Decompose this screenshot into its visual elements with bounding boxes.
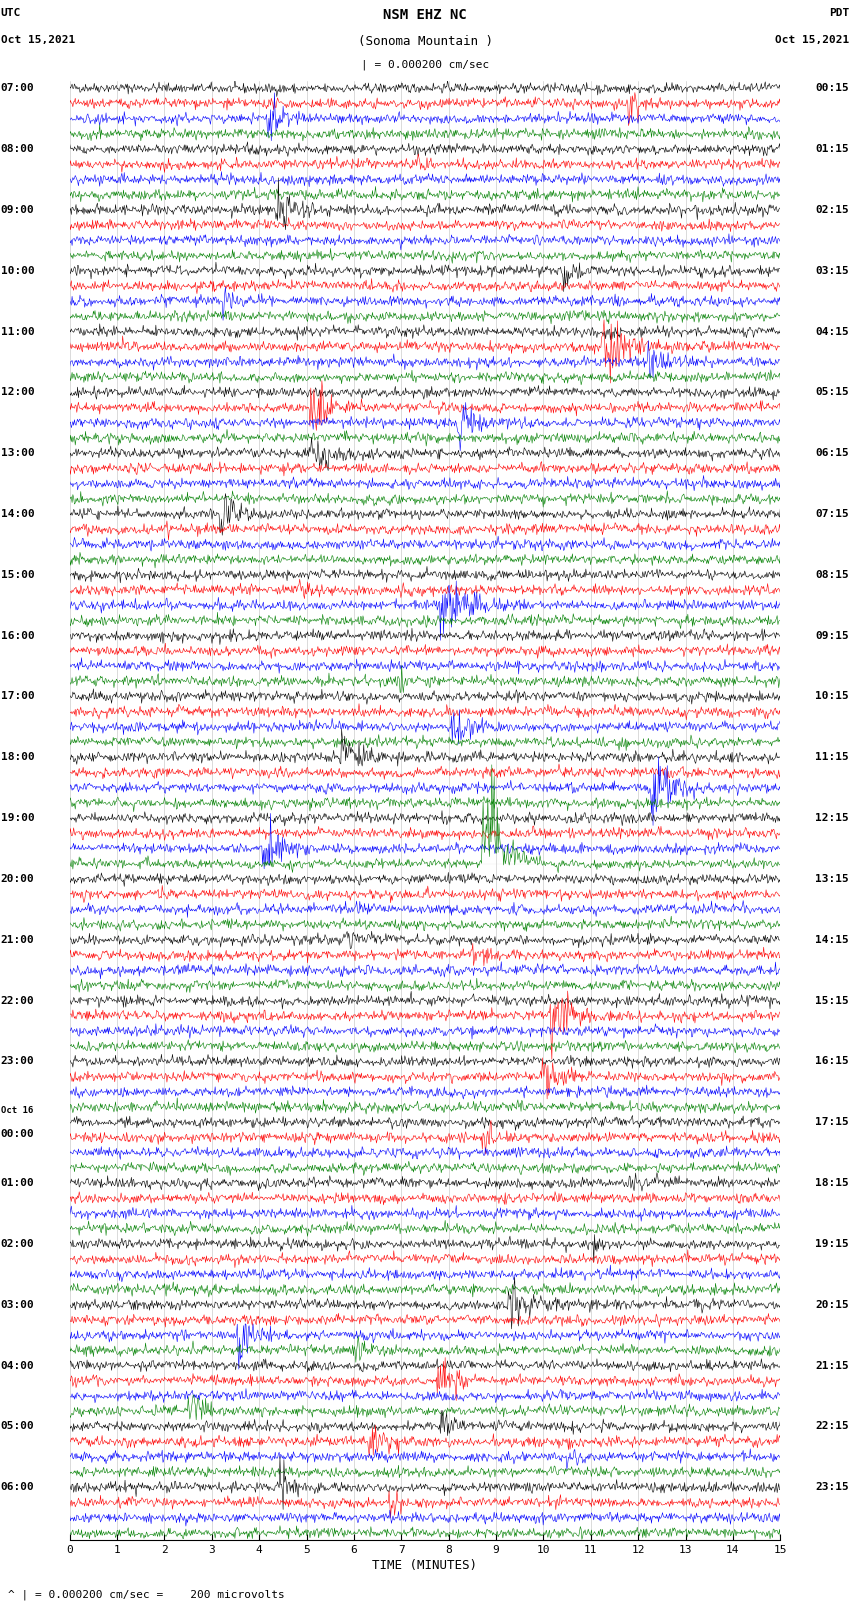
X-axis label: TIME (MINUTES): TIME (MINUTES) xyxy=(372,1560,478,1573)
Text: 11:15: 11:15 xyxy=(815,752,849,763)
Text: 15:15: 15:15 xyxy=(815,995,849,1005)
Text: 16:00: 16:00 xyxy=(1,631,35,640)
Text: 04:00: 04:00 xyxy=(1,1360,35,1371)
Text: 13:15: 13:15 xyxy=(815,874,849,884)
Text: 15:00: 15:00 xyxy=(1,569,35,579)
Text: 09:15: 09:15 xyxy=(815,631,849,640)
Text: 07:15: 07:15 xyxy=(815,510,849,519)
Text: 23:00: 23:00 xyxy=(1,1057,35,1066)
Text: 06:00: 06:00 xyxy=(1,1482,35,1492)
Text: Oct 16: Oct 16 xyxy=(1,1107,33,1116)
Text: 10:15: 10:15 xyxy=(815,692,849,702)
Text: 12:15: 12:15 xyxy=(815,813,849,823)
Text: 06:15: 06:15 xyxy=(815,448,849,458)
Text: 05:15: 05:15 xyxy=(815,387,849,397)
Text: 14:00: 14:00 xyxy=(1,510,35,519)
Text: 13:00: 13:00 xyxy=(1,448,35,458)
Text: 05:00: 05:00 xyxy=(1,1421,35,1431)
Text: 22:15: 22:15 xyxy=(815,1421,849,1431)
Text: | = 0.000200 cm/sec: | = 0.000200 cm/sec xyxy=(361,60,489,71)
Text: ^ | = 0.000200 cm/sec =    200 microvolts: ^ | = 0.000200 cm/sec = 200 microvolts xyxy=(8,1589,286,1600)
Text: 00:15: 00:15 xyxy=(815,84,849,94)
Text: 20:00: 20:00 xyxy=(1,874,35,884)
Text: 11:00: 11:00 xyxy=(1,326,35,337)
Text: 14:15: 14:15 xyxy=(815,936,849,945)
Text: 04:15: 04:15 xyxy=(815,326,849,337)
Text: 03:15: 03:15 xyxy=(815,266,849,276)
Text: 07:00: 07:00 xyxy=(1,84,35,94)
Text: (Sonoma Mountain ): (Sonoma Mountain ) xyxy=(358,35,492,48)
Text: PDT: PDT xyxy=(829,8,849,18)
Text: 01:15: 01:15 xyxy=(815,144,849,155)
Text: 17:15: 17:15 xyxy=(815,1118,849,1127)
Text: 19:00: 19:00 xyxy=(1,813,35,823)
Text: 08:15: 08:15 xyxy=(815,569,849,579)
Text: 18:15: 18:15 xyxy=(815,1177,849,1189)
Text: 02:00: 02:00 xyxy=(1,1239,35,1248)
Text: 19:15: 19:15 xyxy=(815,1239,849,1248)
Text: 08:00: 08:00 xyxy=(1,144,35,155)
Text: 10:00: 10:00 xyxy=(1,266,35,276)
Text: 22:00: 22:00 xyxy=(1,995,35,1005)
Text: 20:15: 20:15 xyxy=(815,1300,849,1310)
Text: 03:00: 03:00 xyxy=(1,1300,35,1310)
Text: NSM EHZ NC: NSM EHZ NC xyxy=(383,8,467,23)
Text: 02:15: 02:15 xyxy=(815,205,849,215)
Text: 12:00: 12:00 xyxy=(1,387,35,397)
Text: 18:00: 18:00 xyxy=(1,752,35,763)
Text: 16:15: 16:15 xyxy=(815,1057,849,1066)
Text: 21:15: 21:15 xyxy=(815,1360,849,1371)
Text: UTC: UTC xyxy=(1,8,21,18)
Text: 23:15: 23:15 xyxy=(815,1482,849,1492)
Text: 00:00: 00:00 xyxy=(1,1129,35,1139)
Text: 21:00: 21:00 xyxy=(1,936,35,945)
Text: 01:00: 01:00 xyxy=(1,1177,35,1189)
Text: 09:00: 09:00 xyxy=(1,205,35,215)
Text: 17:00: 17:00 xyxy=(1,692,35,702)
Text: Oct 15,2021: Oct 15,2021 xyxy=(1,35,75,45)
Text: Oct 15,2021: Oct 15,2021 xyxy=(775,35,849,45)
